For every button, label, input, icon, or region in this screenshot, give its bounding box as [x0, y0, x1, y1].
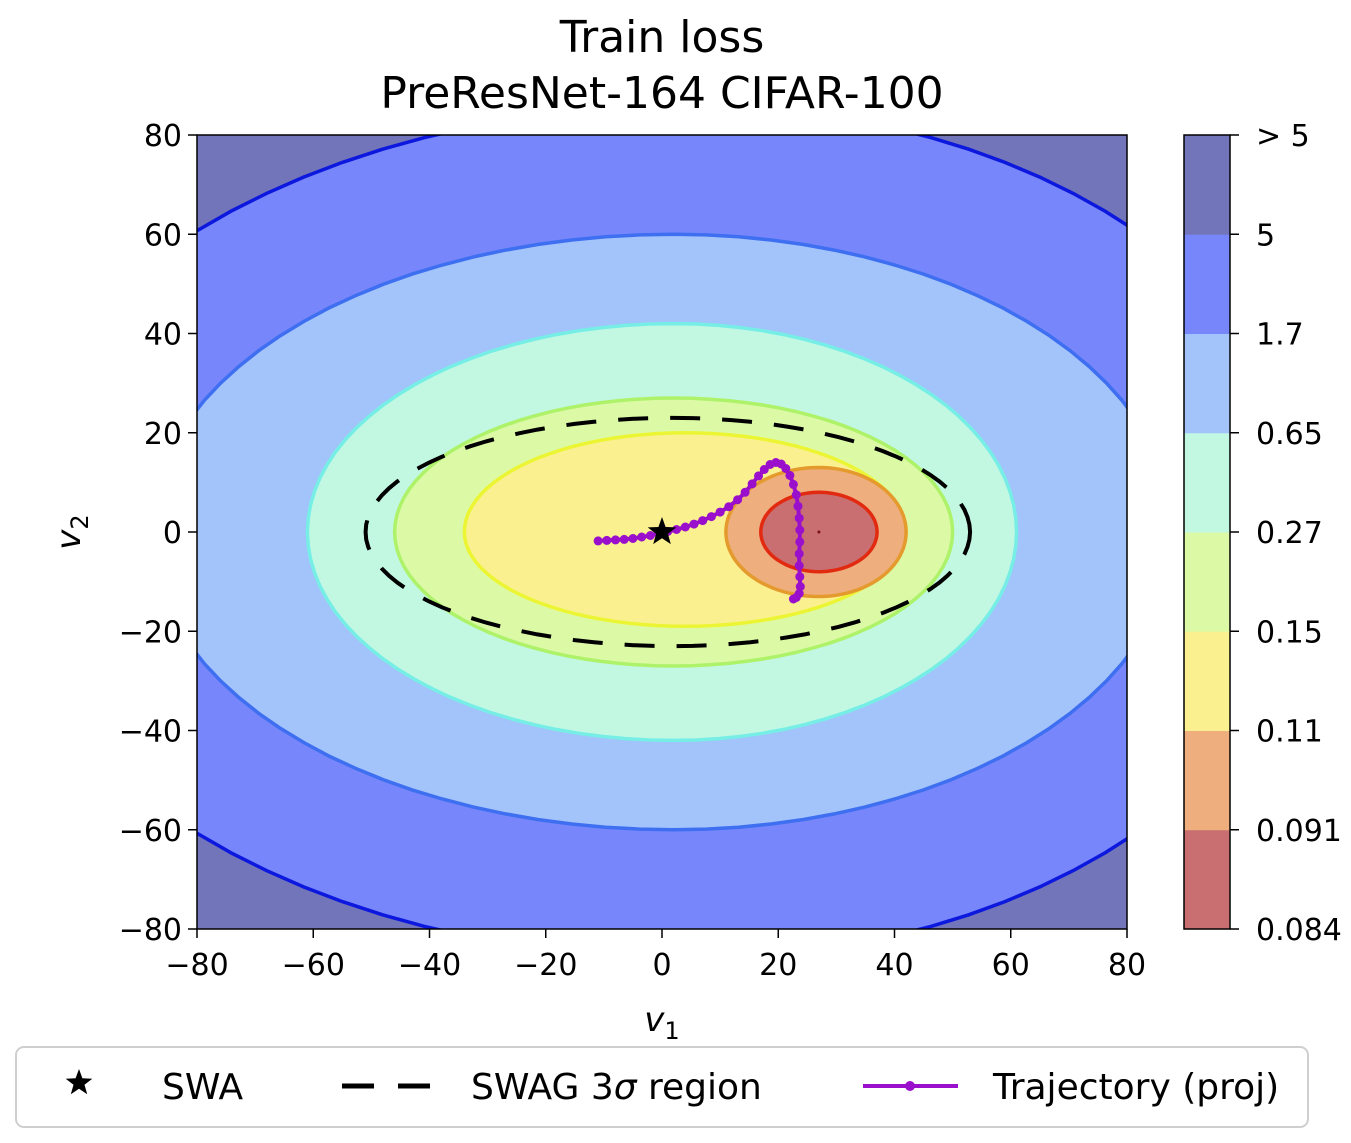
trajectory-point [781, 464, 791, 473]
x-tick-label: −20 [514, 948, 577, 983]
trajectory-point [715, 507, 725, 517]
trajectory-point [740, 487, 750, 497]
colorbar-tick-label: 1.7 [1256, 318, 1304, 353]
legend: SWA SWAG 3σ region Trajectory (proj) [15, 1046, 1309, 1128]
trajectory-dot-icon [905, 1081, 915, 1091]
swag-region [363, 415, 973, 649]
swa-star-icon [65, 1069, 93, 1095]
swag-3sigma-ellipse [363, 415, 973, 649]
legend-label-swa: SWA [162, 1067, 243, 1108]
legend-box [15, 1046, 1309, 1128]
x-tick-label: 60 [992, 948, 1030, 983]
swa-point [647, 517, 677, 545]
colorbar-tick-label: 0.65 [1256, 417, 1323, 452]
colorbar-tick-label: 0.091 [1256, 814, 1342, 849]
trajectory-point [724, 502, 734, 512]
y-tick-label: 60 [144, 218, 182, 253]
trajectory-point [795, 525, 805, 535]
colorbar-segment [1184, 234, 1230, 334]
trajectory-point [689, 519, 699, 529]
colorbar-segment [1184, 135, 1230, 235]
colorbar-tick-label: 0.27 [1256, 516, 1323, 551]
trajectory-point [733, 495, 743, 505]
x-axis-label: v1 [644, 1000, 679, 1045]
trajectory-point [793, 501, 803, 511]
trajectory-point [754, 471, 763, 481]
x-tick-label: −40 [398, 948, 461, 983]
x-tick-label: −60 [282, 948, 345, 983]
trajectory-point [637, 532, 647, 542]
y-tick-label: 20 [144, 417, 182, 452]
colorbar-segment [1184, 432, 1230, 533]
colorbar-tick-label: 0.15 [1256, 615, 1323, 650]
x-axis-label-main: v [644, 1000, 665, 1040]
x-axis-label-subscript: 1 [664, 1017, 679, 1045]
colorbar-segment [1184, 631, 1230, 731]
trajectory-point [619, 534, 629, 544]
y-axis-label: v2 [49, 514, 94, 549]
plot-area [197, 135, 1127, 929]
trajectory-point [795, 582, 805, 592]
x-tick-label: 40 [875, 948, 913, 983]
trajectory-point [794, 549, 804, 559]
colorbar-tick-label: > 5 [1256, 119, 1310, 154]
colorbar-tick-label: 0.11 [1256, 715, 1323, 750]
x-tick-label: 20 [759, 948, 797, 983]
trajectory-point [611, 535, 620, 545]
trajectory-point [628, 534, 638, 543]
x-tick-label: 0 [652, 948, 671, 983]
x-axis-ticks: −80 −60 −40 −20 0 20 40 60 80 [165, 929, 1146, 983]
trajectory-point [602, 535, 612, 545]
y-tick-label: −60 [119, 814, 182, 849]
colorbar-segment [1184, 829, 1230, 930]
colorbar-segment [1184, 532, 1230, 632]
y-axis-label-main: v [49, 529, 89, 550]
chart-title: Train loss [559, 12, 765, 63]
legend-label-swag-sigma: σ [614, 1067, 638, 1108]
trajectory-point [706, 512, 716, 522]
trajectory-point [795, 537, 805, 547]
y-axis-ticks: −80 −60 −40 −20 0 20 40 60 80 [119, 119, 197, 948]
trajectory-point [795, 572, 805, 582]
trajectory-point [593, 536, 603, 546]
legend-label-swag-rest: region [637, 1067, 762, 1108]
legend-label-swag-main: SWAG 3 [471, 1067, 614, 1108]
trajectory-point [794, 513, 804, 523]
y-tick-label: 0 [163, 516, 182, 551]
trajectory-point [788, 594, 798, 604]
colorbar-segment [1184, 730, 1230, 831]
chart-subtitle: PreResNet-164 CIFAR-100 [380, 68, 943, 119]
y-tick-label: −80 [119, 913, 182, 948]
y-axis-label-subscript: 2 [66, 514, 94, 529]
x-tick-label: −80 [165, 948, 228, 983]
trajectory-point [672, 525, 681, 534]
colorbar-tick-label: 0.084 [1256, 913, 1342, 948]
trajectory-point [785, 470, 795, 480]
trajectory-point [788, 479, 798, 489]
y-tick-label: −40 [119, 715, 182, 750]
colorbar-tick-label: 5 [1256, 218, 1275, 253]
y-tick-label: 40 [144, 318, 182, 353]
trajectory-point [680, 522, 690, 532]
trajectory-point [791, 490, 801, 500]
colorbar-segment [1184, 333, 1230, 434]
trajectory-point [747, 479, 757, 489]
trajectory-point [698, 516, 708, 526]
y-tick-label: −20 [119, 615, 182, 650]
swa-star [647, 517, 677, 545]
colorbar: 0.084 0.091 0.11 0.15 0.27 0.65 1.7 5 > 5 [1183, 119, 1342, 948]
y-tick-label: 80 [144, 119, 182, 154]
loss-minimum-dot [817, 530, 821, 534]
legend-label-trajectory: Trajectory (proj) [992, 1067, 1279, 1108]
legend-label-swag: SWAG 3σ region [471, 1067, 762, 1108]
x-tick-label: 80 [1108, 948, 1146, 983]
trajectory-point [645, 531, 655, 540]
trajectory-point [794, 561, 804, 571]
